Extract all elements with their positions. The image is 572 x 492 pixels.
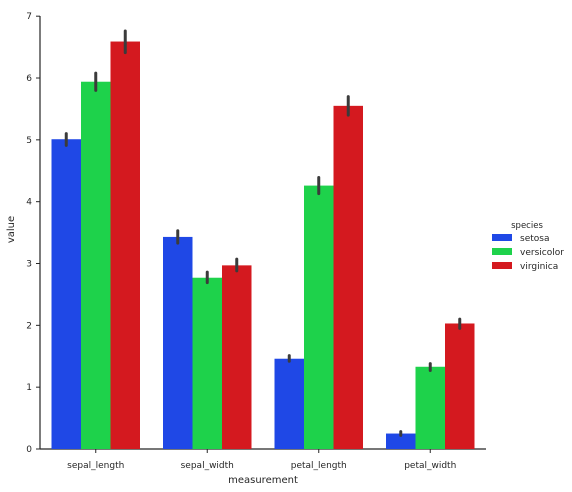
legend-title: species bbox=[511, 221, 543, 231]
legend: species setosa versicolor virginica bbox=[492, 221, 564, 272]
y-tick-label: 2 bbox=[26, 321, 32, 331]
bar-virginica-sepal_length bbox=[110, 41, 140, 449]
legend-swatch-versicolor bbox=[492, 248, 512, 255]
bar-virginica-sepal_width bbox=[222, 265, 252, 449]
x-tick-label: sepal_width bbox=[181, 461, 234, 471]
x-tick-label: sepal_length bbox=[67, 461, 124, 471]
x-axis-title: measurement bbox=[228, 475, 298, 486]
bars-group bbox=[51, 41, 475, 450]
y-tick-label: 0 bbox=[26, 445, 32, 455]
x-tick-label: petal_width bbox=[404, 461, 456, 471]
y-tick-label: 7 bbox=[26, 12, 32, 22]
bar-virginica-petal_width bbox=[445, 323, 475, 449]
y-tick-label: 3 bbox=[26, 260, 32, 270]
bar-setosa-sepal_width bbox=[163, 236, 193, 449]
legend-label-versicolor: versicolor bbox=[520, 248, 564, 258]
bar-versicolor-sepal_width bbox=[192, 277, 222, 449]
error-bars-group bbox=[64, 29, 462, 437]
legend-label-virginica: virginica bbox=[520, 262, 558, 272]
x-tick-label: petal_length bbox=[291, 461, 347, 471]
bar-setosa-petal_width bbox=[386, 433, 416, 449]
y-tick-label: 1 bbox=[26, 383, 32, 393]
y-tick-label: 5 bbox=[26, 136, 32, 146]
bar-virginica-petal_length bbox=[333, 105, 363, 450]
y-tick-label: 6 bbox=[26, 74, 32, 84]
bar-versicolor-petal_length bbox=[304, 185, 334, 449]
bar-versicolor-sepal_length bbox=[81, 81, 111, 450]
bar-versicolor-petal_width bbox=[415, 366, 445, 449]
bar-setosa-sepal_length bbox=[51, 139, 81, 450]
y-tick-label: 4 bbox=[26, 198, 32, 208]
legend-label-setosa: setosa bbox=[520, 234, 549, 244]
legend-swatch-virginica bbox=[492, 262, 512, 269]
bar-setosa-petal_length bbox=[274, 358, 304, 449]
y-axis-title: value bbox=[6, 216, 17, 243]
legend-swatch-setosa bbox=[492, 234, 512, 241]
